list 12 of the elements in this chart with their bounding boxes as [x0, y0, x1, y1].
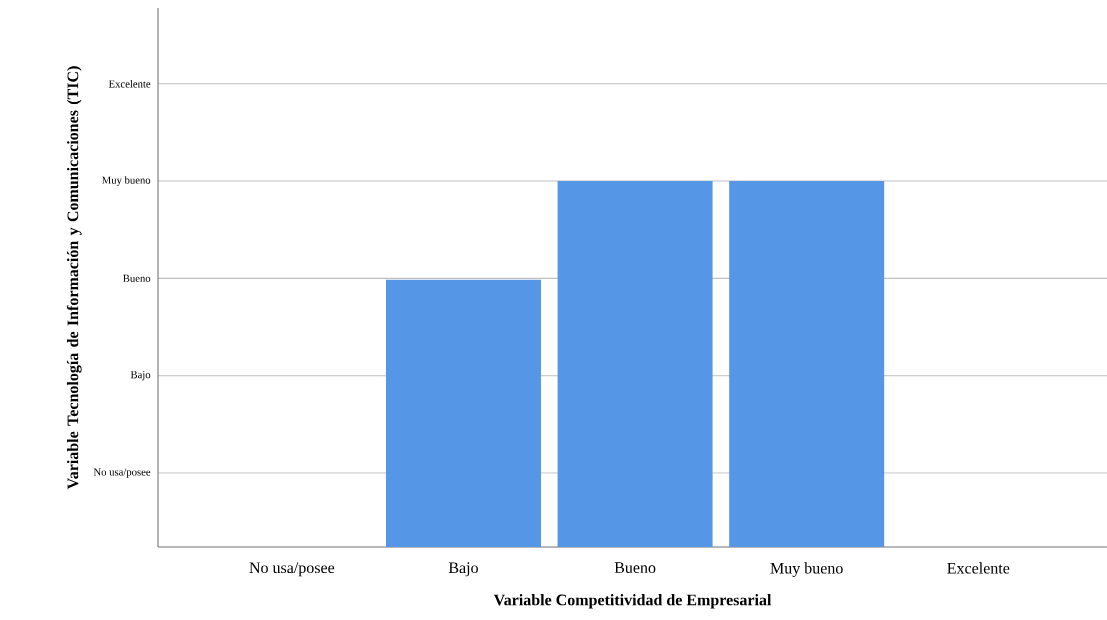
category-label: Excelente	[108, 79, 151, 88]
x-tick-label: Bajo	[448, 562, 478, 577]
category-label: No usa/posee	[93, 468, 151, 478]
category-label: Bajo	[130, 371, 151, 381]
x-tick-label: Excelente	[947, 562, 1010, 574]
x-tick-label: No usa/posee	[249, 562, 335, 577]
x-tick-label: Bueno	[614, 562, 656, 573]
category-label: Bueno	[123, 274, 151, 282]
category-label: Muy bueno	[102, 176, 151, 186]
x-axis-title: Variable Competitividad de Empresarial	[493, 594, 772, 609]
y-axis-title: Variable Tecnología de Información y Comunicaciones (TIC)	[66, 66, 82, 490]
x-tick-label: Muy bueno	[770, 562, 843, 577]
